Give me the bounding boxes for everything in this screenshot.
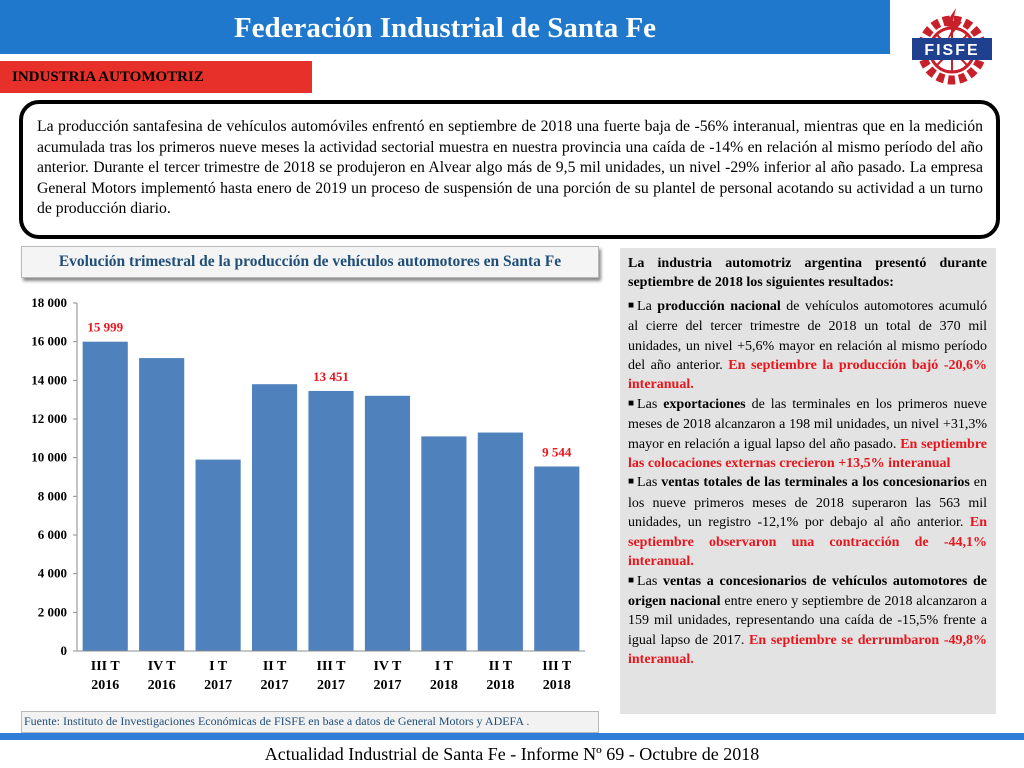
- side-item-text: Las: [637, 475, 662, 491]
- x-tick-label: 2018: [430, 678, 458, 693]
- side-intro: La industria automotriz argentina presen…: [628, 256, 987, 291]
- side-item-text: Las: [637, 573, 663, 589]
- intro-box: La producción santafesina de vehículos a…: [19, 100, 1000, 239]
- y-tick-label: 2 000: [38, 604, 67, 619]
- footer-text: Actualidad Industrial de Santa Fe - Info…: [264, 744, 760, 764]
- y-tick-label: 10 000: [31, 450, 67, 465]
- side-item-production: ■ La producción nacional de vehículos aut…: [628, 297, 987, 395]
- intro-text: La producción santafesina de vehículos a…: [37, 118, 983, 218]
- side-item-highlight: En septiembre se derrumbaron -49,8% inte…: [628, 632, 987, 668]
- side-item-text: Las: [637, 396, 664, 412]
- bar: [139, 358, 185, 651]
- y-tick-label: 14 000: [31, 372, 67, 387]
- section-label: INDUSTRIA AUTOMOTRIZ: [12, 69, 204, 85]
- x-tick-label: III T: [542, 659, 572, 674]
- source-text: Fuente: Instituto de Investigaciones Eco…: [24, 714, 530, 728]
- bar: [477, 432, 523, 651]
- x-tick-label: I T: [209, 659, 228, 674]
- y-tick-label: 0: [61, 643, 68, 658]
- y-tick-label: 12 000: [31, 411, 67, 426]
- side-item-bold: ventas a concesionarios de vehículos aut…: [628, 573, 987, 609]
- side-item-national-sales: ■ Las ventas a concesionarios de vehículo…: [628, 572, 987, 670]
- source-box: [21, 711, 599, 733]
- side-item-highlight: En septiembre observaron una contracción…: [628, 515, 987, 570]
- x-tick-label: III T: [91, 659, 121, 674]
- data-labels: 15 999 13 451 9 544: [87, 320, 572, 460]
- bar: [534, 466, 580, 651]
- x-tick-label: 2018: [486, 678, 514, 693]
- side-item-bold: exportaciones: [663, 396, 746, 412]
- footer-divider: [0, 733, 1024, 740]
- y-tick-label: 8 000: [38, 488, 67, 503]
- y-axis: 0 2 000 4 000 6 000 8 000 10 000 12 000 14 000 1…: [31, 295, 78, 658]
- x-tick-label: II T: [263, 659, 287, 674]
- x-tick-label: 2016: [91, 678, 119, 693]
- side-item-bold: ventas totales de las terminales a los c…: [661, 475, 970, 491]
- bars: [82, 341, 580, 651]
- page-title: Federación Industrial de Santa Fe: [233, 12, 657, 44]
- side-item-highlight: En septiembre las colocaciones externas …: [628, 436, 987, 472]
- square-bullet-icon: ■: [628, 574, 635, 586]
- bar: [308, 390, 354, 651]
- bar: [195, 459, 241, 651]
- x-tick-label: II T: [489, 659, 513, 674]
- side-item-exports: ■ Las exportaciones de las terminales en …: [628, 395, 987, 474]
- data-label: 13 451: [313, 369, 349, 384]
- side-item-text: entre enero y septiembre de 2018 alcanza…: [628, 593, 988, 648]
- side-item-highlight: En septiembre la producción bajó -20,6% …: [628, 358, 987, 393]
- section-tag: [0, 61, 312, 93]
- data-label: 9 544: [542, 444, 572, 459]
- logo-band: [912, 38, 992, 60]
- square-bullet-icon: ■: [628, 299, 635, 311]
- bar: [82, 341, 128, 651]
- bar: [251, 384, 298, 651]
- x-tick-label: I T: [435, 659, 454, 674]
- y-tick-label: 6 000: [38, 527, 67, 542]
- side-item-text: en los nueve primeros meses de 2018 supe…: [628, 475, 988, 531]
- lightning-bolt-icon: [944, 8, 962, 42]
- fisfe-gear-logo: FISFE: [912, 8, 992, 85]
- side-item-dealer-sales: ■ Las ventas totales de las terminales a …: [628, 473, 987, 571]
- x-tick-label: 2016: [148, 678, 176, 693]
- side-item-bold: producción nacional: [657, 298, 781, 314]
- side-item-text: de vehículos automotores acumuló al cier…: [628, 298, 987, 374]
- side-panel: La industria automotriz argentina presen…: [620, 248, 996, 714]
- x-tick-label: 2018: [543, 678, 571, 693]
- chart-title: Evolución trimestral de la producción de…: [58, 253, 562, 270]
- bar: [364, 395, 411, 651]
- x-tick-label: 2017: [317, 678, 345, 693]
- square-bullet-icon: ■: [628, 397, 635, 409]
- square-bullet-icon: ■: [628, 476, 635, 488]
- x-tick-label: III T: [317, 659, 347, 674]
- header-bar: [0, 0, 890, 54]
- y-tick-label: 4 000: [38, 566, 67, 581]
- x-tick-label: 2017: [373, 678, 401, 693]
- bar: [421, 436, 467, 651]
- x-tick-label: IV T: [148, 659, 177, 674]
- x-tick-label: 2017: [204, 678, 232, 693]
- side-item-text: de las terminales en los primeros nueve …: [628, 396, 987, 452]
- y-tick-label: 18 000: [31, 295, 67, 310]
- logo-text: FISFE: [924, 42, 979, 59]
- x-tick-label: 2017: [261, 678, 289, 693]
- y-tick-label: 16 000: [31, 334, 67, 349]
- bar-chart: 0 2 000 4 000 6 000 8 000 10 000 12 000 14 000 1…: [31, 295, 585, 693]
- chart-title-box: [21, 246, 599, 278]
- side-item-text: La: [637, 298, 658, 314]
- data-label: 15 999: [87, 320, 123, 335]
- x-axis: III T 2016 IV T 2016 I T 2017 II T 2017 III T 201…: [77, 650, 585, 693]
- x-tick-label: IV T: [373, 659, 402, 674]
